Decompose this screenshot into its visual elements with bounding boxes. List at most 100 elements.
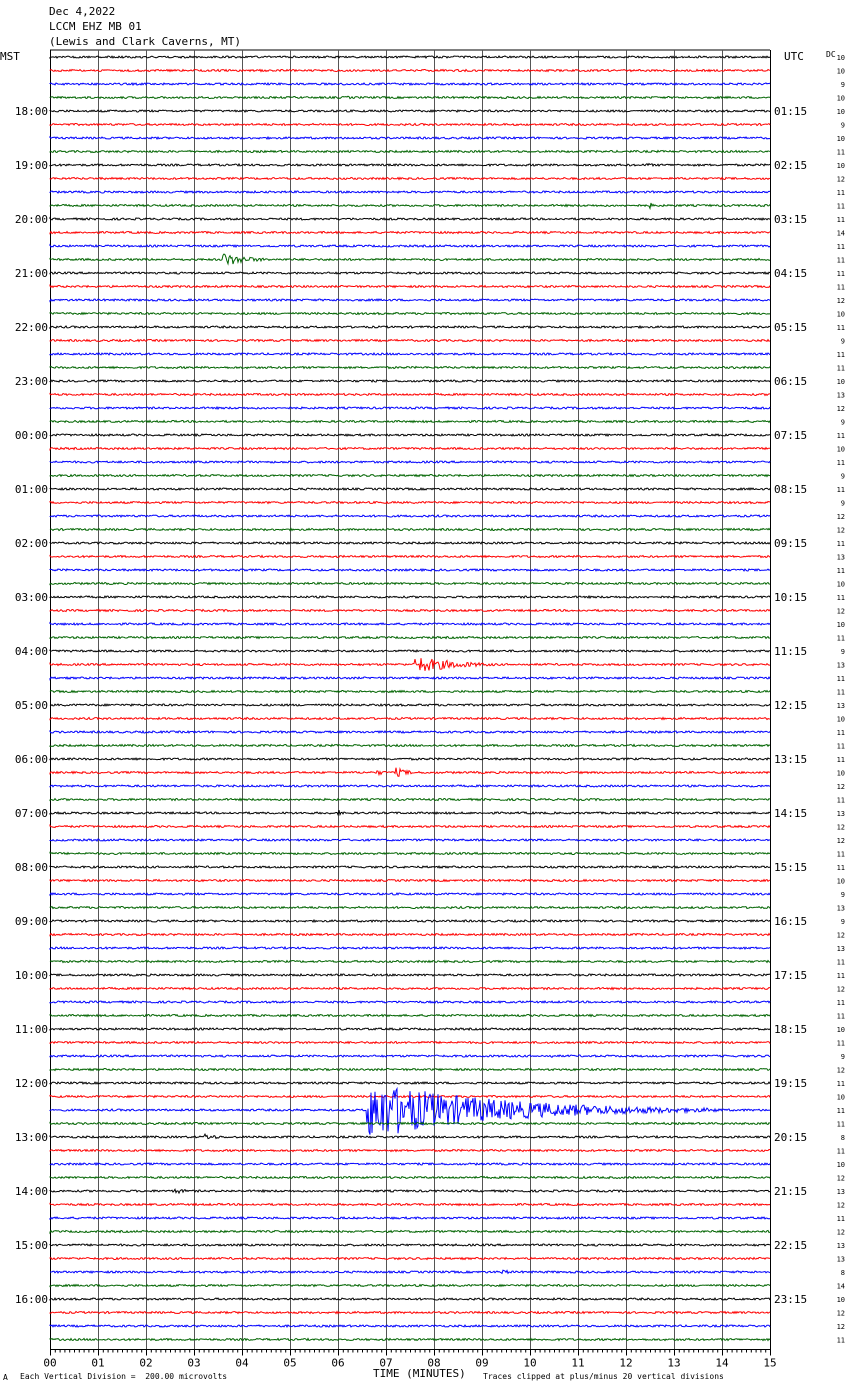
trace-row — [49, 446, 771, 451]
trace-row — [49, 1202, 771, 1207]
time-axis: 00 01 02 03 04 05 06 07 08 09 10 11 12 13 14 15 — [43, 1349, 777, 1370]
dc-value: 11 — [837, 1121, 845, 1129]
station-code: LCCM EHZ MB 01 — [49, 20, 142, 33]
right-hour-label: 07:15 — [774, 429, 807, 442]
dc-value: 11 — [837, 189, 845, 197]
dc-value: 11 — [837, 1013, 845, 1021]
trace-row — [49, 81, 771, 87]
trace-row — [49, 162, 771, 168]
right-hour-label: 11:15 — [774, 645, 807, 658]
trace-row — [49, 149, 771, 154]
trace-row — [49, 1337, 771, 1342]
x-tick-label: 04 — [235, 1357, 249, 1370]
x-tick-label: 02 — [139, 1357, 152, 1370]
left-hour-label: 13:00 — [15, 1131, 48, 1144]
dc-value: 11 — [837, 689, 845, 697]
right-hour-label: 12:15 — [774, 699, 807, 712]
dc-value: 13 — [837, 392, 845, 400]
dc-value: 10 — [837, 54, 845, 62]
dc-value: 10 — [837, 1296, 845, 1304]
trace-row — [49, 878, 771, 883]
right-hour-label: 21:15 — [774, 1185, 807, 1198]
trace-row — [49, 784, 771, 788]
dc-value: 12 — [837, 527, 845, 535]
x-axis-title: TIME (MINUTES) — [373, 1367, 466, 1380]
dc-value: 8 — [841, 1269, 845, 1277]
dc-value: 9 — [841, 473, 845, 481]
left-hour-label: 22:00 — [15, 321, 48, 334]
dc-value: 11 — [837, 540, 845, 548]
trace-row — [49, 1026, 771, 1032]
trace-row — [49, 1067, 771, 1072]
trace-row — [49, 797, 771, 802]
x-tick-label: 12 — [619, 1357, 632, 1370]
right-hour-label: 03:15 — [774, 213, 807, 226]
trace-row — [49, 432, 770, 438]
x-tick-label: 11 — [571, 1357, 584, 1370]
dc-value: 11 — [837, 1107, 845, 1115]
right-hour-label: 17:15 — [774, 969, 807, 982]
trace-row — [49, 1054, 771, 1058]
left-hour-label: 11:00 — [15, 1023, 48, 1036]
left-hour-label: 19:00 — [15, 159, 48, 172]
right-hour-label: 18:15 — [774, 1023, 807, 1036]
dc-value: 9 — [841, 81, 845, 89]
x-tick-label: 00 — [43, 1357, 56, 1370]
dc-value: 10 — [837, 1026, 845, 1034]
dc-value: 13 — [837, 1242, 845, 1250]
x-tick-label: 13 — [667, 1357, 680, 1370]
left-hour-label: 21:00 — [15, 267, 48, 280]
x-tick-label: 15 — [763, 1357, 776, 1370]
trace-row — [49, 1324, 771, 1328]
dc-value: 9 — [841, 419, 845, 427]
dc-value: 10 — [837, 878, 845, 886]
trace-row — [49, 567, 771, 573]
dc-value: 11 — [837, 203, 845, 211]
dc-value: 11 — [837, 1215, 845, 1223]
dc-value: 12 — [837, 837, 845, 845]
dc-value: 11 — [837, 216, 845, 224]
left-hour-label: 14:00 — [15, 1185, 48, 1198]
dc-value: 13 — [837, 662, 845, 670]
dc-value: 13 — [837, 1256, 845, 1264]
trace-row — [49, 460, 771, 464]
dc-value: 10 — [837, 770, 845, 778]
vertical-scale-note: Each Vertical Division = 200.00 microvol… — [20, 1372, 228, 1381]
x-tick-label: 01 — [91, 1357, 104, 1370]
dc-value: 9 — [841, 648, 845, 656]
dc-value: 11 — [837, 756, 845, 764]
dc-value: 12 — [837, 1175, 845, 1183]
trace-rows — [49, 55, 771, 1342]
trace-row — [49, 202, 771, 211]
dc-value: 12 — [837, 176, 845, 184]
dc-value: 11 — [837, 1040, 845, 1048]
left-hour-label: 00:00 — [15, 429, 48, 442]
left-hour-label: 09:00 — [15, 915, 48, 928]
dc-value: 13 — [837, 554, 845, 562]
trace-row — [49, 554, 771, 559]
time-gridlines — [50, 49, 771, 1350]
trace-row — [49, 378, 771, 383]
trace-row — [49, 918, 771, 924]
dc-value: 9 — [841, 122, 845, 130]
dc-value: 10 — [837, 135, 845, 143]
right-hour-label: 05:15 — [774, 321, 807, 334]
left-hour-label: 01:00 — [15, 483, 48, 496]
trace-row — [49, 1243, 771, 1247]
dc-value: 10 — [837, 1094, 845, 1102]
trace-row — [49, 635, 771, 640]
trace-row — [49, 487, 771, 491]
record-date: Dec 4,2022 — [49, 5, 116, 18]
dc-value: 11 — [837, 351, 845, 359]
right-hour-label: 06:15 — [774, 375, 807, 388]
trace-row — [49, 905, 771, 910]
trace-row — [49, 649, 771, 653]
dc-value: 12 — [837, 932, 845, 940]
left-hour-label: 20:00 — [15, 213, 48, 226]
trace-row — [49, 851, 771, 856]
trace-row — [49, 865, 771, 869]
trace-row — [49, 1188, 771, 1195]
right-timezone-label: UTC — [784, 50, 804, 63]
